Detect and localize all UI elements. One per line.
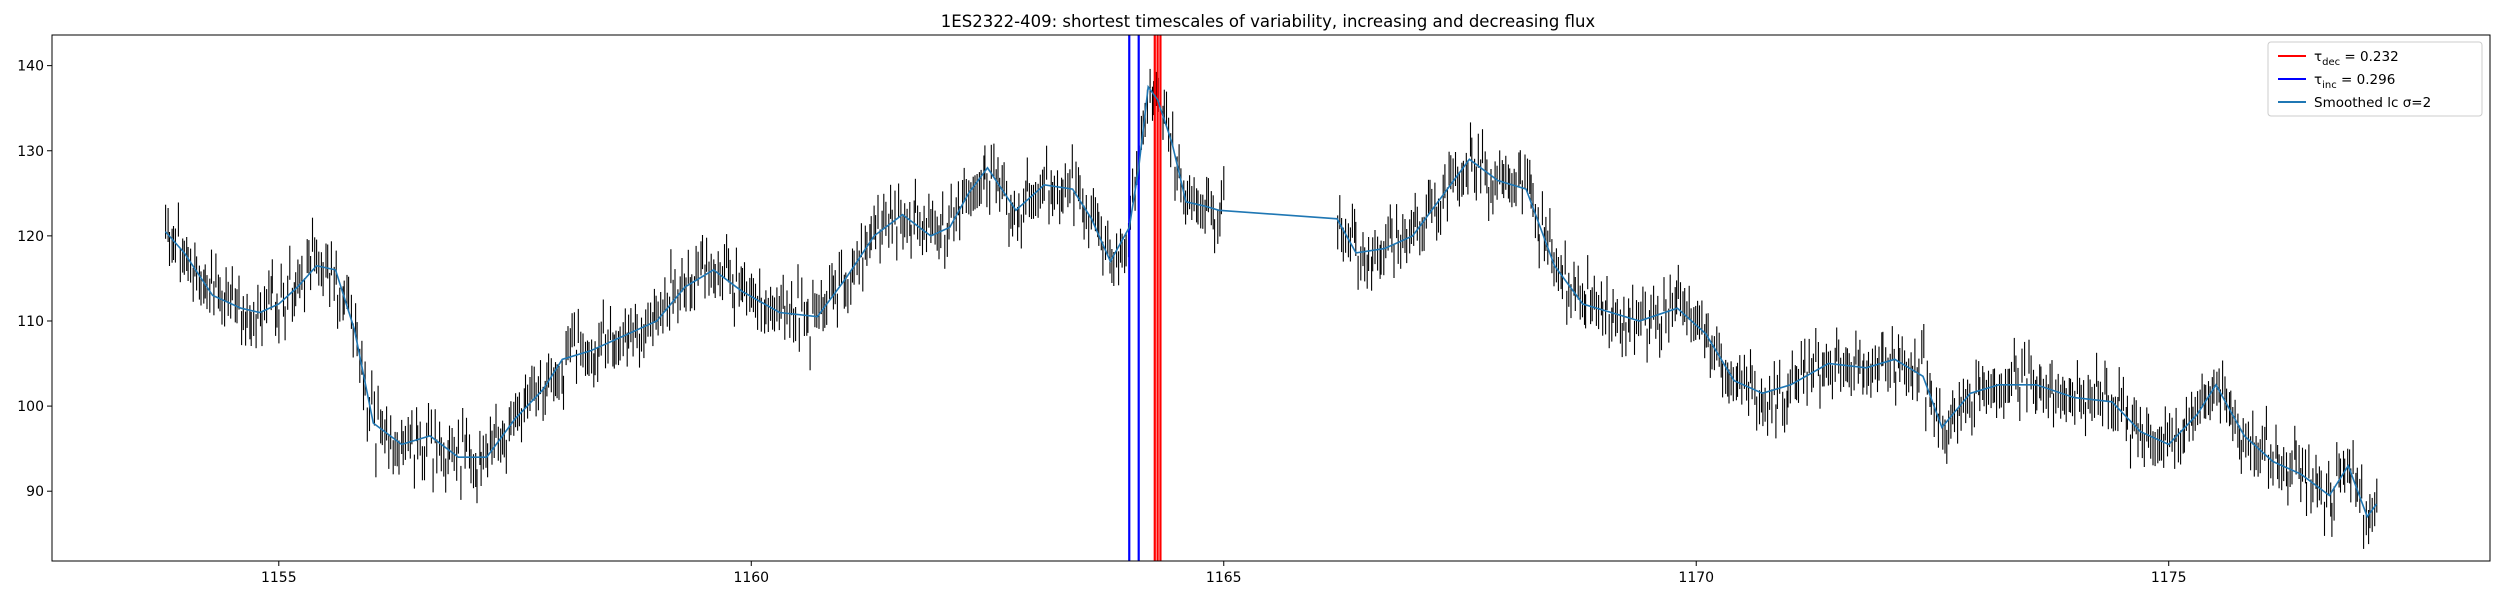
- legend-label: τdec = 0.232: [2314, 49, 2399, 68]
- vertical-lines: [1128, 35, 1162, 561]
- legend-items: τdec = 0.232 τinc = 0.296 Smoothed lc σ=2: [2278, 49, 2431, 111]
- x-tick-label: 1165: [1206, 570, 1242, 586]
- legend-label: τinc = 0.296: [2314, 72, 2395, 91]
- legend-box: [2267, 41, 2483, 117]
- y-tick-label: 120: [17, 229, 44, 245]
- plot-area: [164, 35, 2378, 561]
- y-tick-label: 130: [17, 144, 44, 160]
- x-tick-label: 1170: [1678, 570, 1714, 586]
- x-tick-label: 1155: [261, 570, 297, 586]
- y-tick-label: 110: [17, 314, 44, 330]
- x-tick-label: 1175: [2151, 570, 2187, 586]
- y-axis-ticks: 90 100 110 120 130 140: [17, 59, 52, 500]
- x-axis-ticks: 1155 1160 1165 1170 1175: [261, 561, 2187, 586]
- y-tick-label: 100: [17, 399, 44, 415]
- legend-label: Smoothed lc σ=2: [2314, 95, 2431, 111]
- y-tick-label: 140: [17, 59, 44, 75]
- chart-title: 1ES2322-409: shortest timescales of vari…: [941, 12, 1596, 31]
- y-tick-label: 90: [26, 484, 44, 500]
- error-bars: [165, 68, 2378, 549]
- x-tick-label: 1160: [733, 570, 769, 586]
- smoothed-light-curve: [164, 84, 2378, 519]
- legend: τdec = 0.232 τinc = 0.296 Smoothed lc σ=2: [2267, 41, 2483, 117]
- axes-frame: [51, 34, 2491, 562]
